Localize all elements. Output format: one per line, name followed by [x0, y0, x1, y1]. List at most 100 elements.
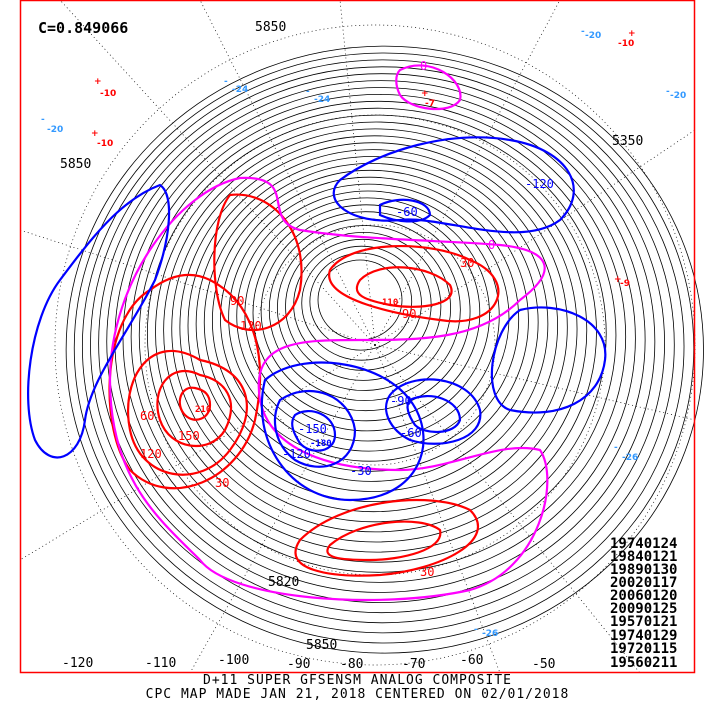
marker-value: -9 — [620, 279, 630, 289]
anomaly-label: -180 — [310, 439, 332, 449]
anomaly-label: 150 — [178, 429, 200, 443]
height-contour — [90, 66, 675, 624]
height-contour — [155, 121, 597, 543]
height-contour — [293, 238, 432, 371]
minus-icon: - — [224, 77, 228, 87]
anomaly-label: -60 — [396, 205, 418, 219]
height-contour — [146, 114, 607, 553]
height-contour — [211, 169, 529, 472]
plus-icon: + — [614, 275, 622, 285]
extrema-markers: + -10 - -20 + -10 - -24 - -24 + -10 - -2… — [41, 27, 686, 639]
lon-label: -50 — [532, 657, 555, 672]
anomaly-label: -30 — [350, 464, 372, 478]
lon-label: -70 — [402, 657, 425, 672]
anomaly-label: 60 — [140, 409, 154, 423]
analog-date: 19740129 — [610, 628, 677, 644]
analog-date: 19740124 — [610, 536, 677, 552]
analog-date: 19720115 — [610, 641, 677, 657]
marker-value: -10 — [100, 89, 116, 99]
height-contour — [195, 156, 549, 492]
height-contour — [179, 142, 568, 513]
anomaly-label: 90 — [402, 307, 416, 321]
anomaly-label: 30 — [420, 565, 434, 579]
analog-date: 20020117 — [610, 575, 677, 591]
height-contours — [65, 45, 704, 654]
plus-icon: + — [94, 77, 102, 87]
marker-value: -20 — [670, 91, 686, 101]
positive-marker: + -9 — [614, 275, 630, 289]
plus-icon: + — [91, 129, 99, 139]
positive-marker: + -7 — [421, 89, 435, 109]
negative-marker: - -20 — [41, 115, 63, 135]
lon-label: -90 — [287, 657, 310, 672]
marker-value: -26 — [622, 453, 638, 463]
anomaly-label: 0 — [488, 238, 495, 252]
lon-label: -120 — [62, 656, 93, 671]
minus-icon: - — [306, 87, 310, 97]
analog-date: 19570121 — [610, 614, 677, 630]
longitude-labels: -120 -110 -100 -90 -80 -70 -60 -50 — [62, 653, 555, 672]
lon-label: -60 — [460, 653, 483, 668]
map-frame — [19, 0, 696, 674]
height-contour — [122, 93, 636, 583]
analog-date: 19890130 — [610, 562, 677, 578]
analog-date: 20090125 — [610, 601, 677, 617]
positive-marker: + -10 — [94, 77, 116, 99]
height-contour — [203, 162, 539, 482]
minus-icon: - — [666, 87, 670, 97]
height-contour — [260, 211, 471, 412]
height-contour — [228, 183, 510, 452]
negative-marker: - -24 — [306, 87, 330, 105]
marker-value: -20 — [47, 125, 63, 135]
correlation-label: C=0.849066 — [38, 19, 128, 37]
height-label: 5350 — [612, 134, 643, 149]
height-label: 5850 — [255, 20, 286, 35]
graticule — [19, 0, 696, 674]
height-contour — [301, 245, 422, 361]
height-contour — [163, 128, 588, 533]
map-title: D+11 SUPER GFSENSM ANALOG COMPOSITE — [203, 673, 512, 688]
height-contour — [81, 59, 685, 634]
height-contour — [276, 225, 452, 391]
anomaly-label: -150 — [298, 422, 327, 436]
anomaly-label: -90 — [390, 394, 412, 408]
height-contour — [252, 204, 481, 422]
plus-icon: + — [628, 29, 636, 39]
anomaly-label: -120 — [525, 177, 554, 191]
lon-label: -100 — [218, 653, 249, 668]
height-contour — [73, 52, 695, 644]
anomaly-label: 110 — [382, 298, 398, 308]
zero-anomaly-contours — [108, 64, 549, 602]
height-contour — [220, 176, 520, 462]
negative-marker: - -24 — [224, 77, 248, 95]
minus-icon: - — [614, 443, 618, 453]
height-contour — [106, 80, 656, 604]
plus-icon: + — [421, 89, 429, 99]
anomaly-label: 30 — [460, 256, 474, 270]
anomaly-label: -120 — [282, 447, 311, 461]
negative-marker: - -20 — [581, 27, 601, 41]
marker-value: -7 — [425, 99, 435, 109]
negative-marker: - -26 — [614, 443, 638, 463]
anomaly-label: -60 — [400, 426, 422, 440]
analog-dates-list: 19740124 19840121 19890130 20020117 2006… — [610, 536, 677, 671]
marker-value: -24 — [232, 85, 248, 95]
anomaly-label: 120 — [240, 319, 262, 333]
anomaly-label: 120 — [140, 447, 162, 461]
height-labels: 5850 5850 5350 5820 5850 — [60, 20, 643, 653]
marker-value: -26 — [482, 629, 498, 639]
negative-marker: - -20 — [666, 87, 686, 101]
analog-date: 19840121 — [610, 549, 677, 565]
height-label: 5850 — [60, 157, 91, 172]
minus-icon: - — [41, 115, 45, 125]
marker-value: -20 — [585, 31, 601, 41]
analog-date: 20060120 — [610, 588, 677, 604]
height-contour — [65, 45, 704, 654]
height-contour — [98, 73, 665, 614]
anomaly-label: 210 — [195, 405, 211, 415]
marker-value: -24 — [314, 95, 330, 105]
height-contour — [114, 87, 646, 593]
marker-value: -10 — [97, 139, 113, 149]
height-contour — [285, 231, 442, 381]
